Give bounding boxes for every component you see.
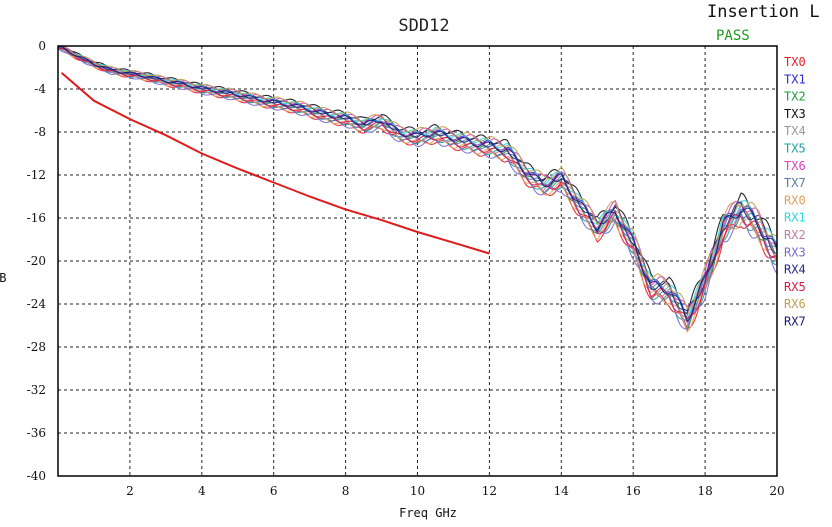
x-tick-label: 12 [482, 484, 497, 498]
x-tick-label: 4 [198, 484, 206, 498]
x-tick-label: 14 [554, 484, 570, 498]
series-line-rx1 [58, 45, 778, 322]
y-axis-label: dB [0, 271, 6, 285]
x-tick-label: 10 [410, 484, 425, 498]
series-line-rx6 [58, 45, 778, 310]
legend-entry-tx5: TX5 [784, 142, 806, 156]
limit-line-group [60, 72, 490, 255]
series-line-tx5 [57, 47, 777, 322]
legend-entry-rx3: RX3 [784, 245, 806, 259]
legend-entry-tx4: TX4 [784, 124, 806, 138]
legend-entry-rx6: RX6 [784, 297, 806, 311]
series-line-rx7 [58, 45, 778, 323]
series-line-tx1 [58, 45, 778, 321]
y-tick-label: -32 [27, 383, 46, 397]
legend-entry-tx1: TX1 [784, 72, 806, 86]
chart-title: SDD12 [398, 16, 449, 36]
x-axis-label: Freq GHz [399, 506, 457, 520]
x-tick-label: 16 [626, 484, 641, 498]
legend-entry-rx5: RX5 [784, 280, 806, 294]
x-tick-label: 2 [126, 484, 134, 498]
x-tick-label: 20 [769, 484, 784, 498]
legend-entry-tx6: TX6 [784, 159, 806, 173]
tick-labels: 2 4 6 8 10 12 14 16 18 20 0 -4 -8 -12 -16 -20 -24 -28 -32 -… [27, 39, 785, 498]
y-tick-label: 0 [38, 39, 46, 53]
legend-entry-tx0: TX0 [784, 55, 806, 69]
y-tick-label: -20 [27, 254, 46, 268]
grid [58, 46, 777, 476]
legend-entry-rx7: RX7 [784, 315, 806, 329]
limit-line [60, 72, 490, 255]
y-tick-label: -8 [34, 125, 46, 139]
x-tick-label: 8 [342, 484, 350, 498]
y-tick-label: -16 [27, 211, 46, 225]
legend-entry-tx3: TX3 [784, 107, 806, 121]
series-line-rx4 [57, 46, 777, 312]
legend-entry-rx1: RX1 [784, 211, 806, 225]
y-tick-label: -40 [27, 469, 46, 483]
y-tick-label: -24 [27, 297, 47, 311]
legend-entry-tx7: TX7 [784, 176, 806, 190]
x-tick-label: 6 [270, 484, 278, 498]
legend-entry-tx2: TX2 [784, 90, 806, 104]
legend: TX0 TX1 TX2 TX3 TX4 TX5 TX6 TX7 RX0 RX1 RX2 RX3 RX4 R… [784, 55, 806, 329]
y-tick-label: -36 [27, 426, 46, 440]
x-tick-label: 18 [697, 484, 712, 498]
y-tick-label: -28 [27, 340, 46, 354]
series-lines [57, 45, 778, 333]
legend-entry-rx0: RX0 [784, 193, 806, 207]
series-line-rx5 [57, 47, 778, 320]
legend-entry-rx4: RX4 [784, 263, 806, 277]
y-tick-label: -4 [34, 82, 46, 96]
banner-text: Insertion L [707, 2, 820, 22]
series-line-rx3 [57, 48, 778, 330]
plot-frame [57, 45, 778, 477]
legend-entry-rx2: RX2 [784, 228, 806, 242]
pass-status: PASS [716, 28, 750, 44]
y-tick-label: -12 [27, 168, 46, 182]
